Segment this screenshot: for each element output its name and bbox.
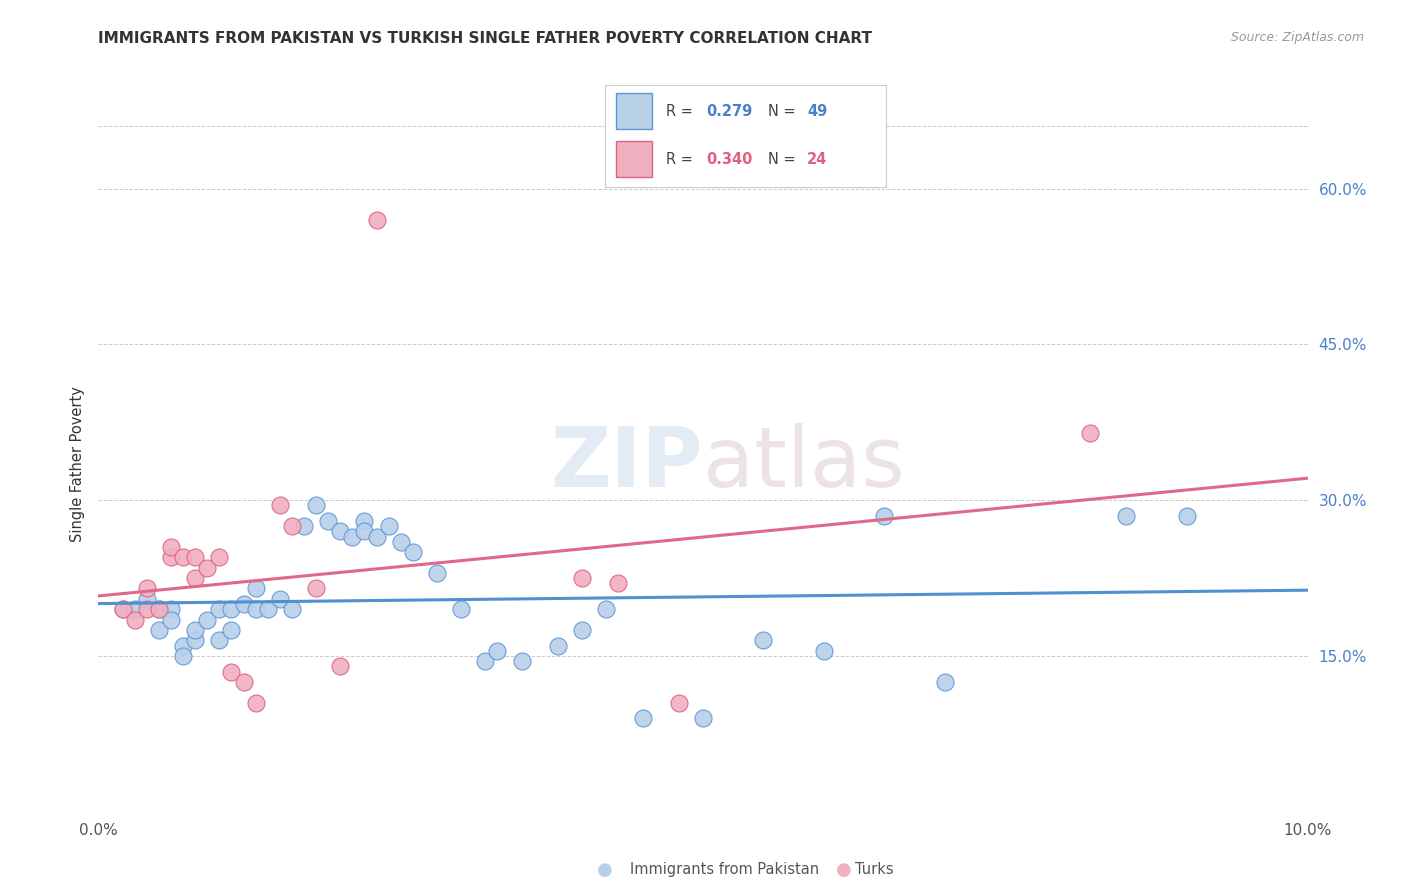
Point <box>353 524 375 539</box>
Point <box>148 623 170 637</box>
Point <box>595 602 617 616</box>
Point <box>486 644 509 658</box>
Point <box>245 582 267 596</box>
Point <box>316 514 339 528</box>
Text: Turks: Turks <box>855 863 893 877</box>
Point <box>172 639 194 653</box>
Point <box>184 550 207 565</box>
Text: 0.340: 0.340 <box>706 153 752 167</box>
Point <box>221 623 243 637</box>
Point <box>426 566 449 580</box>
Text: 24: 24 <box>807 153 827 167</box>
Point <box>124 613 146 627</box>
Bar <box>616 93 652 128</box>
Point <box>353 514 375 528</box>
Point <box>547 639 569 653</box>
Point <box>474 654 496 668</box>
Point <box>160 550 183 565</box>
Point <box>402 545 425 559</box>
Text: 0.279: 0.279 <box>706 103 752 119</box>
Point <box>135 602 157 616</box>
Text: ●: ● <box>835 861 852 879</box>
Point <box>124 602 146 616</box>
Text: R =: R = <box>666 103 697 119</box>
Text: Source: ZipAtlas.com: Source: ZipAtlas.com <box>1230 31 1364 45</box>
Point <box>208 550 231 565</box>
Point <box>692 711 714 725</box>
Text: N =: N = <box>768 103 800 119</box>
Bar <box>616 141 652 177</box>
Point <box>1175 508 1198 523</box>
Y-axis label: Single Father Poverty: Single Father Poverty <box>69 386 84 541</box>
Point <box>281 602 304 616</box>
Point <box>184 633 207 648</box>
Text: IMMIGRANTS FROM PAKISTAN VS TURKISH SINGLE FATHER POVERTY CORRELATION CHART: IMMIGRANTS FROM PAKISTAN VS TURKISH SING… <box>98 31 872 46</box>
Point <box>571 623 593 637</box>
Point <box>172 648 194 663</box>
Point <box>135 591 157 606</box>
Point <box>256 602 278 616</box>
Text: R =: R = <box>666 153 697 167</box>
Point <box>245 602 267 616</box>
Point <box>389 534 412 549</box>
Point <box>366 529 388 543</box>
Point <box>607 576 630 591</box>
Text: ZIP: ZIP <box>551 424 703 504</box>
Point <box>245 696 267 710</box>
Point <box>873 508 896 523</box>
Point <box>269 499 291 513</box>
Point <box>160 613 183 627</box>
Point <box>1078 425 1101 440</box>
Point <box>377 519 399 533</box>
Text: ●: ● <box>596 861 613 879</box>
Point <box>305 499 328 513</box>
Point <box>305 582 328 596</box>
Point <box>813 644 835 658</box>
Point <box>450 602 472 616</box>
Point <box>221 602 243 616</box>
Point <box>160 602 183 616</box>
Text: atlas: atlas <box>703 424 904 504</box>
Point <box>111 602 134 616</box>
Point <box>135 582 157 596</box>
Point <box>111 602 134 616</box>
Point <box>668 696 690 710</box>
Text: N =: N = <box>768 153 800 167</box>
Point <box>631 711 654 725</box>
Text: Immigrants from Pakistan: Immigrants from Pakistan <box>630 863 820 877</box>
Point <box>160 540 183 554</box>
Point <box>571 571 593 585</box>
Point <box>195 560 218 574</box>
Point <box>148 602 170 616</box>
Point <box>184 623 207 637</box>
Point <box>232 597 254 611</box>
Point <box>510 654 533 668</box>
Point <box>329 659 352 673</box>
Point <box>269 591 291 606</box>
Point <box>148 602 170 616</box>
Point <box>221 665 243 679</box>
Point <box>292 519 315 533</box>
Point <box>752 633 775 648</box>
Point <box>172 550 194 565</box>
Point <box>232 674 254 689</box>
Point <box>281 519 304 533</box>
Point <box>1115 508 1137 523</box>
Point <box>934 674 956 689</box>
Point <box>208 633 231 648</box>
Point <box>195 613 218 627</box>
Point <box>342 529 364 543</box>
Point <box>208 602 231 616</box>
Point <box>184 571 207 585</box>
Point <box>366 212 388 227</box>
Text: 49: 49 <box>807 103 827 119</box>
Point <box>329 524 352 539</box>
